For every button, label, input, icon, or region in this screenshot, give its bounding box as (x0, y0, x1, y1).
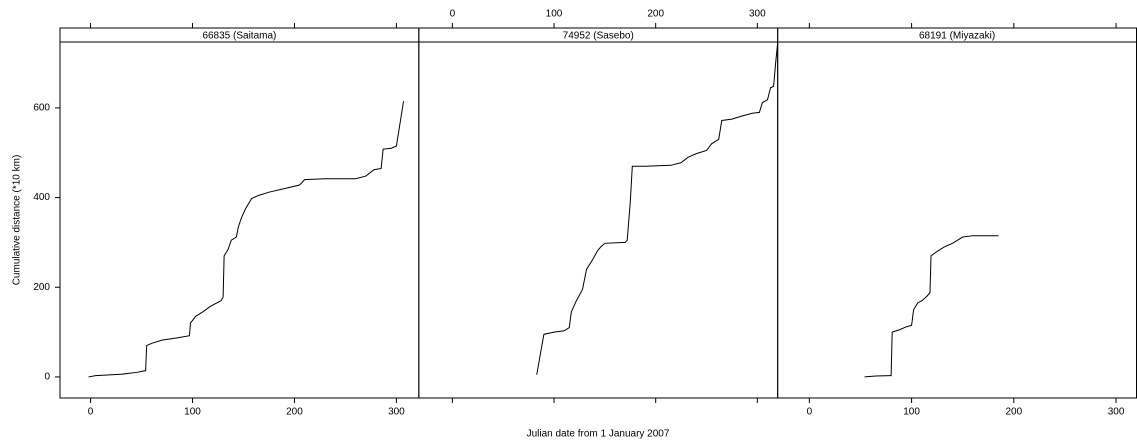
x-tick-label: 0 (450, 9, 456, 20)
strip-label: 68191 (Miyazaki) (919, 31, 995, 42)
line-series (88, 101, 405, 378)
x-tick-label: 0 (88, 407, 94, 418)
x-tick-label: 100 (184, 407, 201, 418)
x-tick-label: 0 (807, 407, 813, 418)
y-tick-label: 600 (33, 103, 50, 114)
x-tick-label: 200 (1005, 407, 1022, 418)
x-tick-label: 200 (286, 407, 303, 418)
x-axis-label: Julian date from 1 January 2007 (527, 429, 670, 440)
y-axis-label: Cumulative distance (*10 km) (12, 155, 23, 286)
strip-label: 66835 (Saitama) (202, 31, 276, 42)
panel-frame (777, 41, 1137, 399)
x-tick-label: 100 (546, 9, 563, 20)
line-series (536, 42, 779, 375)
line-series (864, 235, 999, 378)
x-tick-label: 300 (749, 9, 766, 20)
x-tick-label: 300 (1108, 407, 1125, 418)
y-tick-label: 0 (44, 372, 50, 383)
panel-frame (59, 41, 420, 399)
x-tick-label: 200 (647, 9, 664, 20)
panel-frame (418, 41, 779, 399)
strip-label: 74952 (Sasebo) (563, 31, 634, 42)
x-tick-label: 300 (388, 407, 405, 418)
x-tick-label: 100 (903, 407, 920, 418)
y-tick-label: 400 (33, 192, 50, 203)
y-tick-label: 200 (33, 282, 50, 293)
